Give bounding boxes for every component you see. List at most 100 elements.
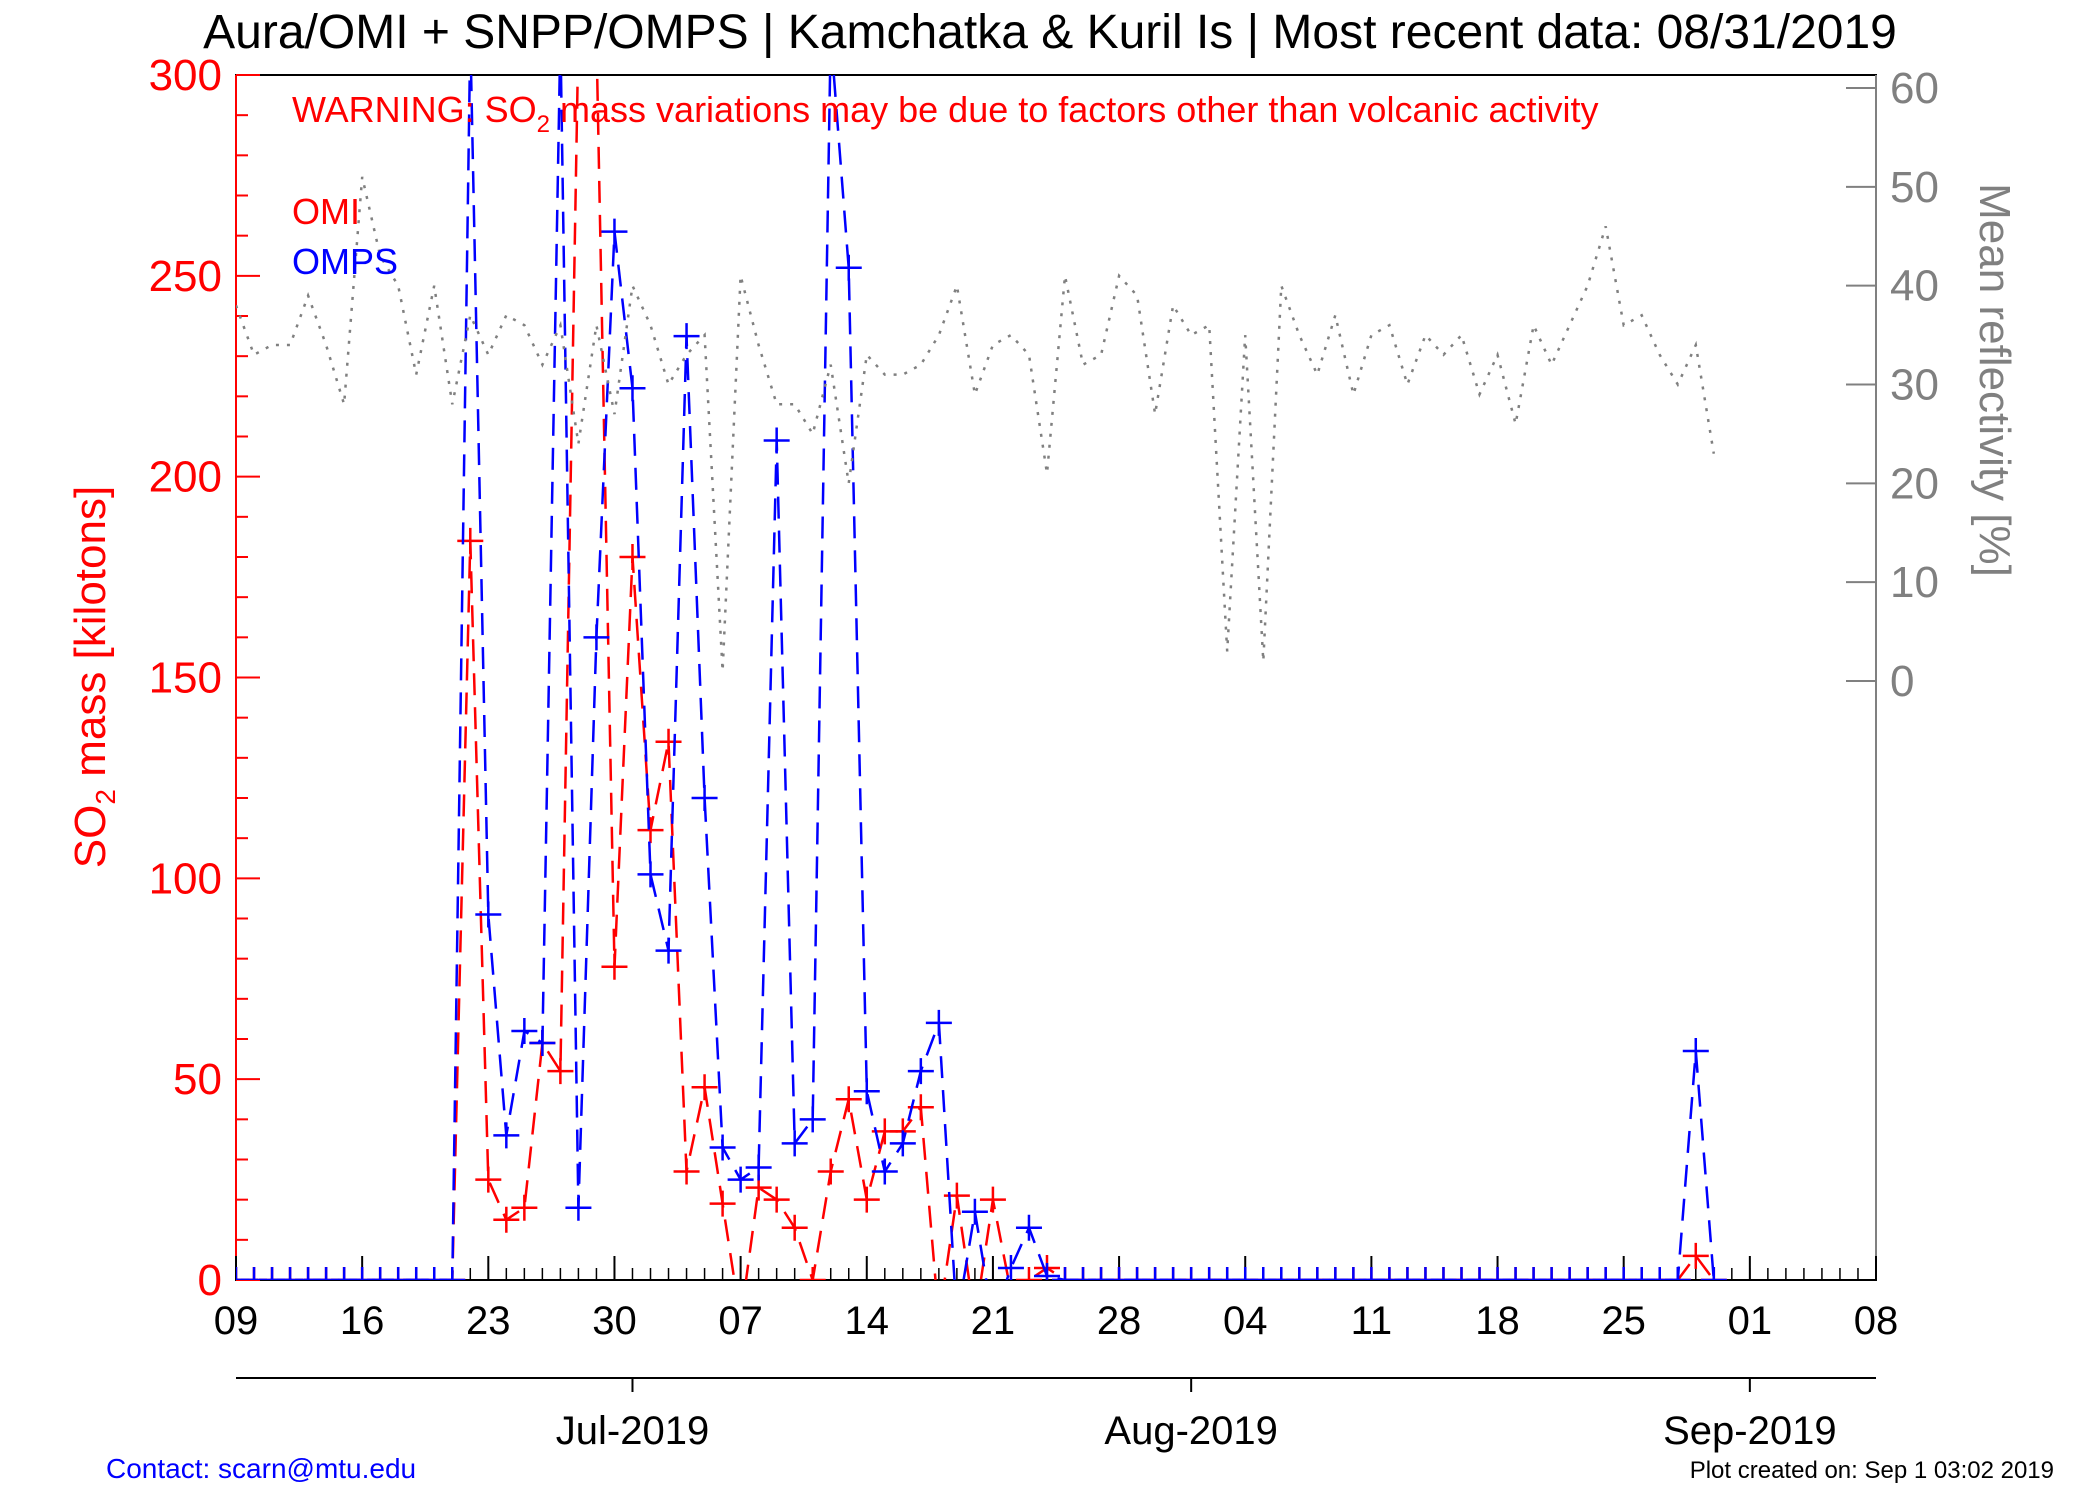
left-axis: 0 50 100 150 200 250 300 <box>149 51 260 1305</box>
omps-point <box>1070 1267 1097 1280</box>
omi-point <box>619 544 646 570</box>
omi-point <box>1015 1267 1042 1280</box>
omps-point <box>871 1158 898 1185</box>
x-axis: 09 16 23 30 07 14 21 28 04 11 18 25 01 08 <box>214 1256 1899 1343</box>
right-axis: 0 10 20 30 40 50 60 <box>1846 64 1939 706</box>
x-tick-label: 28 <box>1097 1299 1142 1343</box>
omps-point <box>1088 1267 1115 1280</box>
left-tick-label: 300 <box>149 51 222 100</box>
omps-point <box>295 1267 322 1280</box>
x-tick-label: 09 <box>214 1299 259 1343</box>
omps-point <box>925 1009 952 1036</box>
omi-point <box>673 1158 700 1185</box>
omps-point <box>565 1194 592 1221</box>
x-tick-label: 11 <box>1351 1299 1393 1343</box>
omi-point <box>493 1206 520 1233</box>
right-tick-label: 20 <box>1890 459 1939 508</box>
omps-point <box>1682 1038 1709 1065</box>
omps-point <box>1574 1267 1601 1280</box>
series-line-omps <box>236 75 1716 1280</box>
omps-point <box>1286 1267 1313 1280</box>
series-line-mean-reflectivity <box>236 176 1716 672</box>
omps-point <box>1340 1267 1367 1280</box>
omi-point <box>853 1186 880 1213</box>
x-tick-label: 21 <box>971 1299 1016 1343</box>
omps-point <box>349 1267 376 1280</box>
omi-point <box>709 1190 736 1217</box>
omps-point <box>1052 1267 1079 1280</box>
omps-point <box>907 1058 934 1085</box>
omps-point <box>493 1122 520 1149</box>
omps-point <box>1232 1267 1259 1280</box>
omps-point <box>745 1154 772 1181</box>
warning-text: WARNING: SO2 mass variations may be due … <box>292 89 1599 138</box>
omps-point <box>781 1130 808 1157</box>
omps-point <box>655 937 682 964</box>
omps-point <box>727 1166 754 1193</box>
x-tick-label: 08 <box>1854 1299 1899 1343</box>
omps-point <box>961 1198 988 1225</box>
y-label-left-pre: SO <box>66 805 115 869</box>
omps-point <box>763 427 790 454</box>
x-tick-label: 01 <box>1728 1299 1773 1343</box>
omps-point <box>1610 1267 1637 1280</box>
omi-point <box>979 1186 1006 1213</box>
omi-point <box>817 1158 844 1185</box>
left-tick-label: 200 <box>149 453 222 502</box>
omps-point <box>997 1254 1024 1280</box>
omps-point <box>1646 1267 1673 1280</box>
plot-created-text: Plot created on: Sep 1 03:02 2019 <box>1690 1457 2054 1484</box>
omps-point <box>691 785 718 811</box>
omps-point <box>529 1030 556 1057</box>
right-tick-label: 10 <box>1890 558 1939 607</box>
omi-point <box>799 1267 826 1280</box>
omps-point <box>1015 1214 1042 1241</box>
omi-point <box>475 1166 502 1193</box>
month-axis: Jul-2019 Aug-2019 Sep-2019 <box>236 1377 1876 1453</box>
x-tick-label: 07 <box>718 1299 763 1343</box>
right-tick-label: 40 <box>1890 262 1939 311</box>
omps-point <box>1448 1267 1475 1280</box>
left-tick-label: 100 <box>149 854 222 903</box>
x-tick-label: 23 <box>466 1299 511 1343</box>
x-tick-label: 18 <box>1475 1299 1520 1343</box>
x-tick-label: 14 <box>845 1299 890 1343</box>
omps-point <box>1502 1267 1529 1280</box>
omps-point <box>277 1267 304 1280</box>
omi-point <box>457 527 484 554</box>
right-tick-label: 60 <box>1890 64 1939 113</box>
omps-point <box>637 861 664 888</box>
omi-point <box>601 953 628 980</box>
omps-point <box>1178 1267 1205 1280</box>
right-tick-label: 30 <box>1890 361 1939 410</box>
omps-point <box>583 624 610 651</box>
warning-sub: 2 <box>537 111 550 138</box>
omps-point <box>1700 1267 1727 1280</box>
omps-point <box>1376 1267 1403 1280</box>
contact-link[interactable]: Contact: scarn@mtu.edu <box>106 1453 416 1484</box>
omps-point <box>1520 1267 1547 1280</box>
omps-point <box>1268 1267 1295 1280</box>
omi-point <box>1682 1242 1709 1269</box>
left-tick-label: 0 <box>198 1256 222 1305</box>
omps-point <box>1484 1267 1511 1280</box>
omps-point <box>889 1130 916 1157</box>
omps-point <box>403 1267 430 1280</box>
omps-point <box>1538 1267 1565 1280</box>
series-layer <box>236 75 1727 1333</box>
omps-point <box>1196 1267 1223 1280</box>
omi-point <box>926 1307 952 1333</box>
omps-point <box>1430 1267 1457 1280</box>
omps-point <box>709 1134 736 1161</box>
omps-point <box>421 1267 448 1280</box>
warning-post: mass variations may be due to factors ot… <box>550 89 1598 130</box>
omps-point <box>1394 1267 1421 1280</box>
omps-point <box>1304 1267 1331 1280</box>
omps-point <box>367 1267 394 1280</box>
omi-point <box>781 1214 808 1241</box>
omps-point <box>439 1267 466 1280</box>
omps-point <box>1033 1262 1060 1280</box>
omps-point <box>1142 1267 1169 1280</box>
omps-point <box>1160 1267 1187 1280</box>
x-tick-label: 25 <box>1601 1299 1646 1343</box>
